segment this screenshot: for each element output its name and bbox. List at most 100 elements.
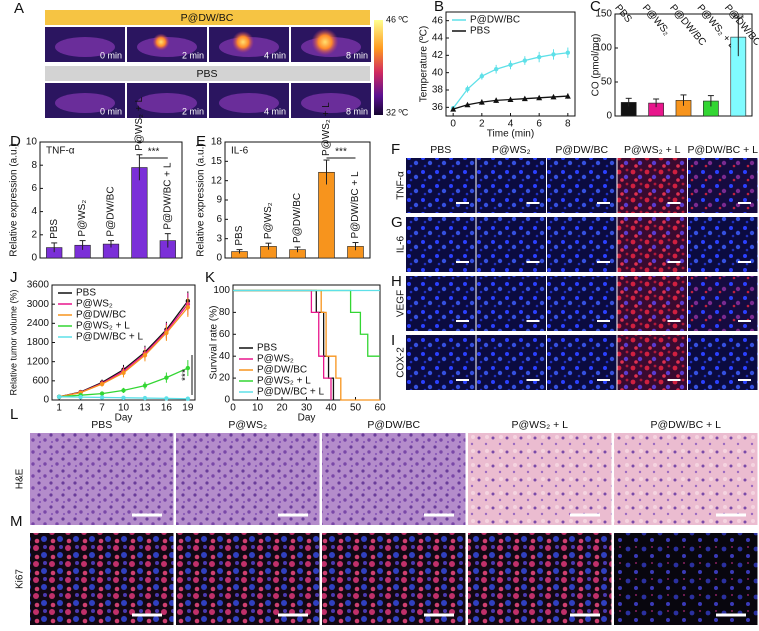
point <box>522 58 528 63</box>
point <box>478 99 485 105</box>
colorbar-max: 46 ºC <box>386 14 409 24</box>
x-tick-label: 8 <box>565 119 571 130</box>
point <box>121 370 126 376</box>
legend-label: PBS <box>257 343 277 354</box>
micrograph <box>468 533 612 625</box>
fluorescence-image <box>476 276 546 331</box>
y-tick-label: 3600 <box>27 280 50 291</box>
fluorescence-image <box>547 217 617 272</box>
panel-label: F <box>391 141 400 158</box>
panel-label: I <box>391 332 395 349</box>
y-tick-label: 10 <box>26 137 38 148</box>
column-header: PBS <box>430 144 451 156</box>
micrograph <box>614 433 758 525</box>
bar <box>318 171 335 259</box>
y-tick-label: 1800 <box>27 337 50 348</box>
mouse-body <box>137 93 197 113</box>
x-tick-label: 13 <box>139 403 151 414</box>
y-tick-label: 40 <box>219 351 231 362</box>
fluorescence-image <box>617 276 687 331</box>
legend-label: P@WS₂ + L <box>257 376 311 387</box>
y-tick-label: 15 <box>211 156 223 167</box>
fluorescence-image <box>406 276 476 331</box>
fluorescence-image <box>547 276 617 331</box>
group-banner <box>45 66 370 81</box>
y-axis-label: Relative tumor volume (%) <box>8 289 18 395</box>
point <box>185 365 191 371</box>
point <box>464 101 471 108</box>
hot-spot <box>152 33 170 51</box>
category-label: P@WS₂ <box>263 202 274 239</box>
group-name: PBS <box>196 68 217 80</box>
y-tick-label: 18 <box>211 137 223 148</box>
y-tick-label: 6 <box>31 183 37 194</box>
micrograph <box>322 433 466 525</box>
fluorescence-image <box>406 217 476 272</box>
category-label: P@WS₂ + L <box>134 97 145 151</box>
legend-label: P@DW/BC <box>470 15 520 26</box>
point <box>521 95 528 102</box>
x-tick-label: 0 <box>230 403 236 414</box>
row-name: Ki67 <box>15 569 26 589</box>
category-label: P@WS₂ <box>640 3 672 38</box>
point <box>164 375 169 380</box>
series-line <box>233 289 380 401</box>
micrograph <box>468 433 612 525</box>
x-tick-label: 60 <box>374 403 386 414</box>
category-label: P@WS₂ <box>77 200 88 237</box>
time-label: 2 min <box>182 106 204 116</box>
point <box>508 62 513 68</box>
point <box>450 106 457 112</box>
hot-spot <box>311 28 339 56</box>
category-label: P@DW/BC <box>106 186 117 236</box>
fluorescence-image <box>406 158 476 213</box>
micrograph <box>30 433 174 525</box>
group-name: P@DW/BC <box>181 12 234 24</box>
time-label: 2 min <box>182 50 204 60</box>
y-tick-label: 1200 <box>27 356 50 367</box>
panel-label: A <box>14 0 24 17</box>
x-tick-label: 16 <box>161 403 173 414</box>
x-axis-label: Day <box>298 413 316 424</box>
y-tick-label: 9 <box>216 195 222 206</box>
column-header: P@DW/BC + L <box>688 144 759 156</box>
column-header: P@WS₂ <box>492 144 531 156</box>
x-tick-label: 50 <box>350 403 362 414</box>
fluorescence-image <box>406 335 476 390</box>
time-label: 4 min <box>264 106 286 116</box>
category-label: PBS <box>49 219 60 239</box>
panel-label: G <box>391 214 403 231</box>
micrograph <box>614 533 758 625</box>
time-label: 8 min <box>346 106 368 116</box>
y-tick-label: 0 <box>31 253 37 264</box>
point <box>550 93 557 100</box>
point <box>164 396 169 401</box>
series-line <box>233 289 380 357</box>
legend-label: P@DW/BC + L <box>257 387 325 398</box>
x-tick-label: 1 <box>56 403 62 414</box>
mouse-body <box>219 93 279 113</box>
point <box>185 305 191 310</box>
y-tick-label: 0 <box>224 395 230 406</box>
y-tick-label: 8 <box>31 160 37 171</box>
time-label: 4 min <box>264 50 286 60</box>
point <box>78 394 83 400</box>
column-header: P@DW/BC + L <box>651 419 722 431</box>
y-tick-label: 50 <box>601 77 613 88</box>
y-tick-label: 12 <box>211 175 223 186</box>
panel-label: J <box>10 269 18 286</box>
y-tick-label: 60 <box>219 329 231 340</box>
time-label: 0 min <box>100 106 122 116</box>
y-axis-label: Relative expression (a.u.) <box>196 143 207 256</box>
x-axis-label: Day <box>115 413 133 424</box>
hot-spot <box>232 31 254 53</box>
fluorescence-image <box>688 335 758 390</box>
y-tick-label: 2400 <box>27 318 50 329</box>
panel-label: D <box>10 133 21 150</box>
column-header: PBS <box>91 419 112 431</box>
y-tick-label: 20 <box>219 373 231 384</box>
fluorescence-image <box>617 217 687 272</box>
x-tick-label: 4 <box>78 403 84 414</box>
legend-label: P@DW/BC <box>257 365 307 376</box>
legend-label: P@DW/BC + L <box>76 332 144 343</box>
